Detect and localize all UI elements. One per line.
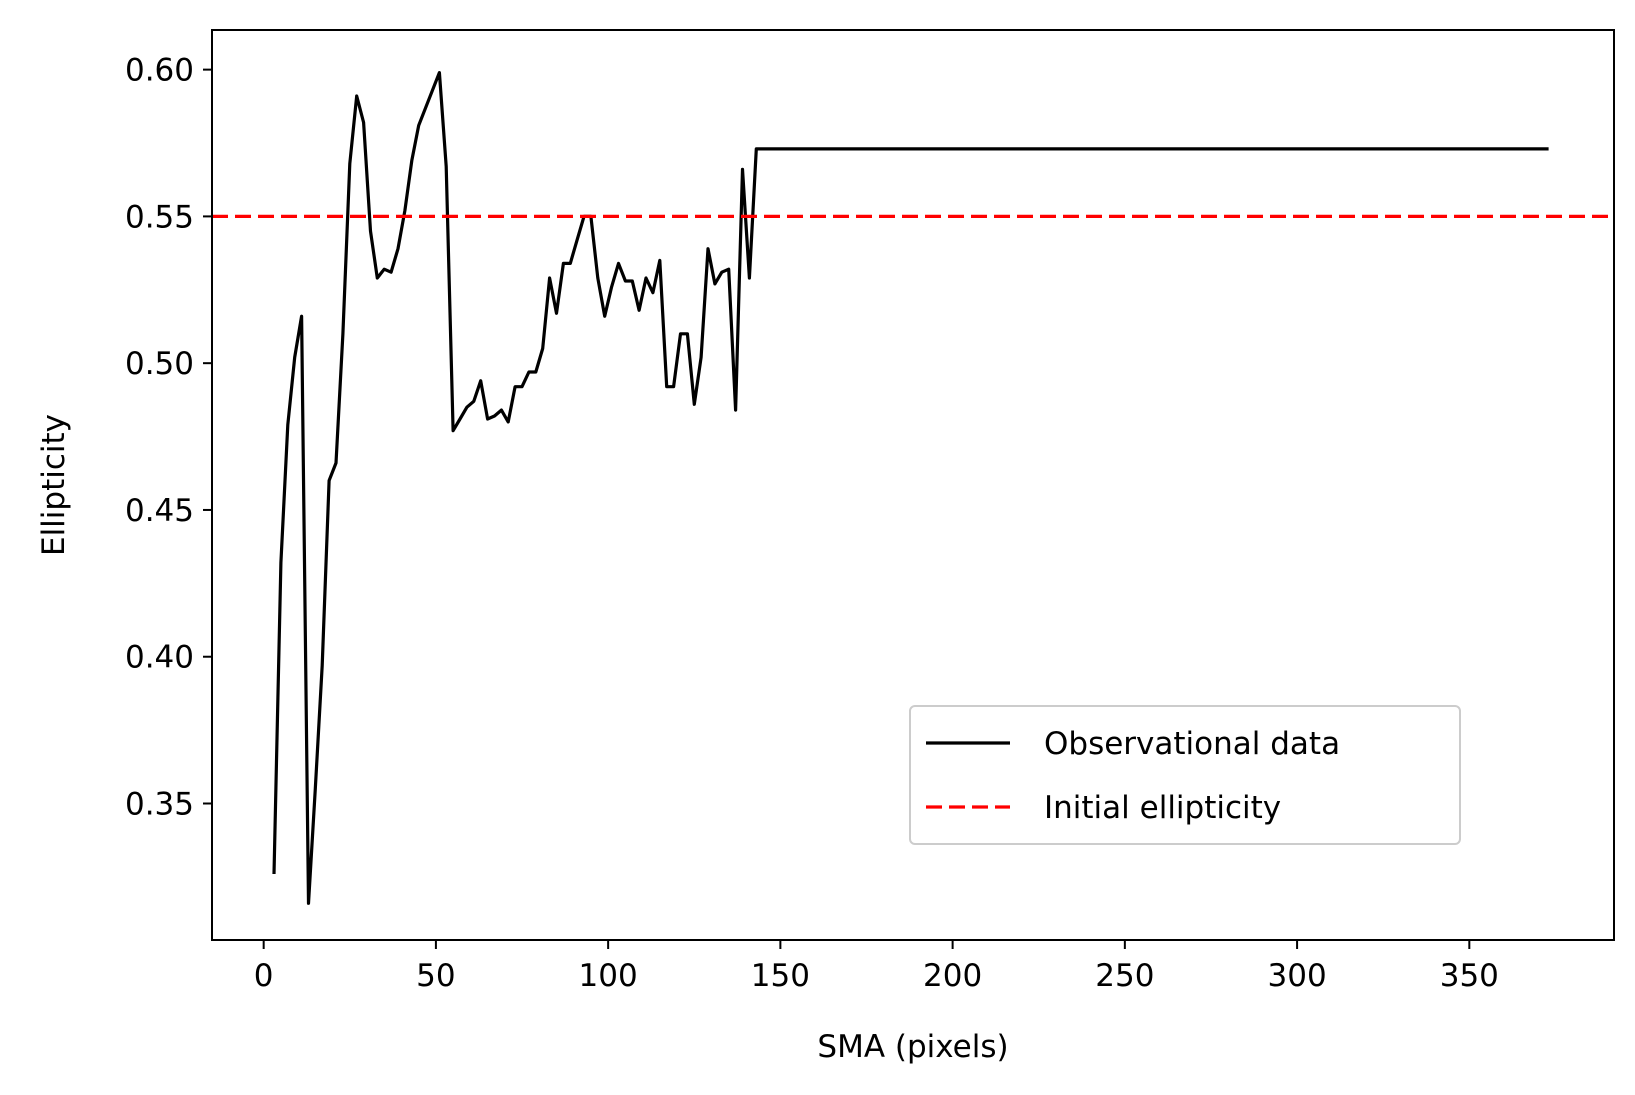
legend-label-observational-data: Observational data — [1044, 726, 1340, 762]
x-tick-label: 250 — [1095, 958, 1154, 994]
x-axis-title: SMA (pixels) — [817, 1029, 1008, 1065]
x-tick-label: 350 — [1440, 958, 1499, 994]
x-tick-label: 0 — [254, 958, 274, 994]
y-tick-label: 0.40 — [125, 640, 194, 676]
legend: Observational data Initial ellipticity — [909, 705, 1461, 845]
x-tick-label: 300 — [1268, 958, 1327, 994]
y-tick-label: 0.45 — [125, 493, 194, 529]
y-tick-label: 0.50 — [125, 346, 194, 382]
y-tick-label: 0.55 — [125, 199, 194, 235]
plot-frame — [211, 29, 1615, 941]
y-axis: 0.35 0.40 0.45 0.50 0.55 0.60 — [125, 53, 212, 823]
x-tick-label: 50 — [416, 958, 455, 994]
x-tick-label: 200 — [923, 958, 982, 994]
x-tick-label: 100 — [579, 958, 638, 994]
x-axis: 0 50 100 150 200 250 300 350 — [254, 940, 1499, 994]
legend-box — [909, 705, 1461, 845]
series-observational-data-line — [272, 71, 1549, 905]
y-tick-label: 0.35 — [125, 787, 194, 823]
legend-label-initial-ellipticity: Initial ellipticity — [1044, 790, 1281, 826]
y-axis-title: Ellipticity — [36, 414, 72, 556]
series-layer — [212, 71, 1614, 905]
y-tick-label: 0.60 — [125, 53, 194, 89]
x-tick-label: 150 — [751, 958, 810, 994]
